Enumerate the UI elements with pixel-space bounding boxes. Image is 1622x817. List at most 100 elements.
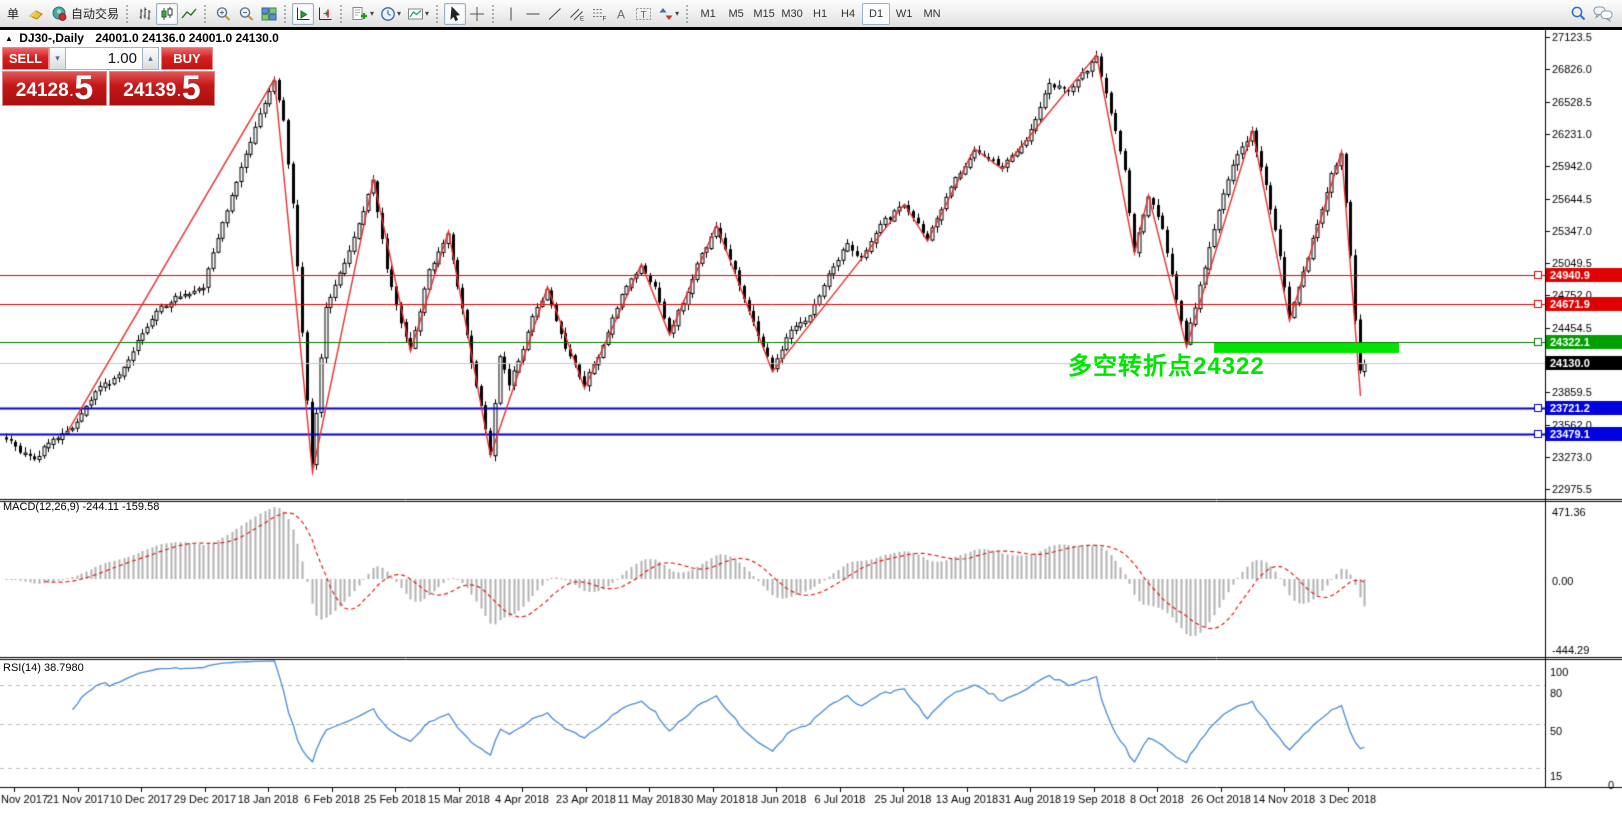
search-button[interactable] [1567,3,1590,25]
toolbar-grip [125,3,130,24]
toolbar-grip [339,3,344,24]
toolbar-grip [203,3,208,24]
gold-document-icon [27,6,45,22]
timeframe-h4-button[interactable]: H4 [841,7,856,20]
templates-icon [407,6,424,22]
toolbar: 单 自动交易 [0,0,1622,27]
line-chart-button[interactable] [178,3,200,25]
pivot-annotation-text: 多空转折点24322 [1068,353,1265,380]
timeframe-h1-button[interactable]: H1 [813,7,828,20]
channel-button[interactable]: E [566,3,588,25]
periods-button[interactable]: ▾ [377,3,404,25]
svg-text:E: E [580,16,584,22]
text-a-icon: A [614,6,628,22]
arrows-button[interactable]: ▾ [655,3,682,25]
timeframe-mn-button[interactable]: MN [923,7,941,20]
chart-shift-button[interactable] [314,3,336,25]
crosshair-button[interactable] [466,3,488,25]
vertical-line-button[interactable] [500,3,522,25]
text-label-button[interactable]: T [632,3,655,25]
cursor-button[interactable] [444,2,467,25]
rsi-indicator-label: RSI(14) 38.7980 [3,662,84,674]
toolbar-grip [491,3,496,24]
indicators-button[interactable]: ▾ [348,3,377,25]
chart-ohlc-values: 24001.0 24136.0 24001.0 24130.0 [95,31,279,45]
price-chart-canvas[interactable] [0,28,1622,817]
trendline-button[interactable] [544,3,566,25]
arrows-icon [658,6,674,22]
arrows-dropdown-caret[interactable]: ▾ [675,9,680,18]
buy-button[interactable]: BUY [161,47,213,70]
toolbar-grip [435,3,440,24]
auto-scroll-button[interactable] [292,2,315,25]
autotrade-icon [51,6,68,22]
buy-price-dot: . [177,84,181,99]
zoom-in-button[interactable] [212,3,235,25]
svg-text:T: T [641,10,647,21]
bar-chart-button[interactable] [134,3,156,25]
chart-shift-icon [317,6,333,22]
bar-chart-icon [137,6,153,22]
timeframe-m5-button[interactable]: M5 [728,7,744,20]
timeframe-m30-button[interactable]: M30 [781,7,803,20]
svg-text:A: A [617,7,625,21]
horizontal-line-icon [525,6,541,22]
new-order-partial-label: 单 [6,7,19,21]
timeframe-w1-button[interactable]: W1 [895,7,913,20]
volume-down-button[interactable]: ▾ [49,47,66,70]
sell-price-dot: . [69,84,74,99]
search-icon [1570,5,1587,22]
toolbar-grip [685,3,690,24]
volume-up-button[interactable]: ▴ [142,47,159,70]
vertical-line-icon [504,6,518,22]
buy-price-display[interactable]: 24139 . 5 [109,71,215,106]
autotrade-label: 自动交易 [71,7,120,21]
indicators-icon [351,6,369,22]
tile-windows-icon [261,6,277,22]
equidistant-channel-icon: E [569,6,585,22]
sell-price-frac: 5 [74,69,94,107]
templates-dropdown-caret[interactable]: ▾ [425,9,430,18]
collapse-triangle-icon[interactable]: ▲ [5,34,13,43]
buy-price-frac: 5 [181,69,201,107]
toolbar-grip [283,3,288,24]
cursor-arrow-icon [447,5,463,22]
horizontal-line-button[interactable] [522,3,544,25]
periods-clock-icon [380,6,396,22]
sell-button[interactable]: SELL [2,47,49,70]
chat-bubbles-icon [1593,5,1613,22]
tile-windows-button[interactable] [258,3,280,25]
timeframe-m15-button[interactable]: M15 [753,7,775,20]
new-order-partial-button[interactable]: 单 [2,3,24,25]
timeframe-d1-button[interactable]: D1 [862,2,891,25]
zoom-out-button[interactable] [235,3,258,25]
zoom-out-icon [238,6,255,22]
indicators-dropdown-caret[interactable]: ▾ [370,9,375,18]
sell-price-int: 24128 [15,80,69,101]
chart-title: ▲ DJ30-,Daily 24001.0 24136.0 24001.0 24… [5,31,279,45]
fibonacci-icon: F [591,6,607,22]
candlestick-chart-button[interactable] [156,2,179,25]
templates-button[interactable]: ▾ [404,3,432,25]
volume-input[interactable] [66,47,142,70]
autotrade-button[interactable]: 自动交易 [48,3,122,25]
buy-price-int: 24139 [123,80,177,101]
text-label-icon: T [635,6,652,22]
trendline-icon [547,6,563,22]
periods-dropdown-caret[interactable]: ▾ [397,9,402,18]
sell-price-display[interactable]: 24128 . 5 [2,71,107,106]
chat-button[interactable] [1590,3,1616,25]
chart-symbol-period: DJ30-,Daily [19,31,84,45]
auto-scroll-icon [295,6,311,22]
crosshair-icon [469,6,485,22]
text-button[interactable]: A [610,3,632,25]
one-click-trading-panel: SELL ▾ ▴ BUY 24128 . 5 24139 . 5 [2,47,216,106]
zoom-in-icon [215,6,232,22]
timeframe-m1-button[interactable]: M1 [700,7,716,20]
fibonacci-button[interactable]: F [588,3,610,25]
macd-indicator-label: MACD(12,26,9) -244.11 -159.58 [3,501,160,513]
svg-text:F: F [603,16,607,22]
order-book-button[interactable] [24,3,48,25]
line-chart-icon [181,6,197,22]
